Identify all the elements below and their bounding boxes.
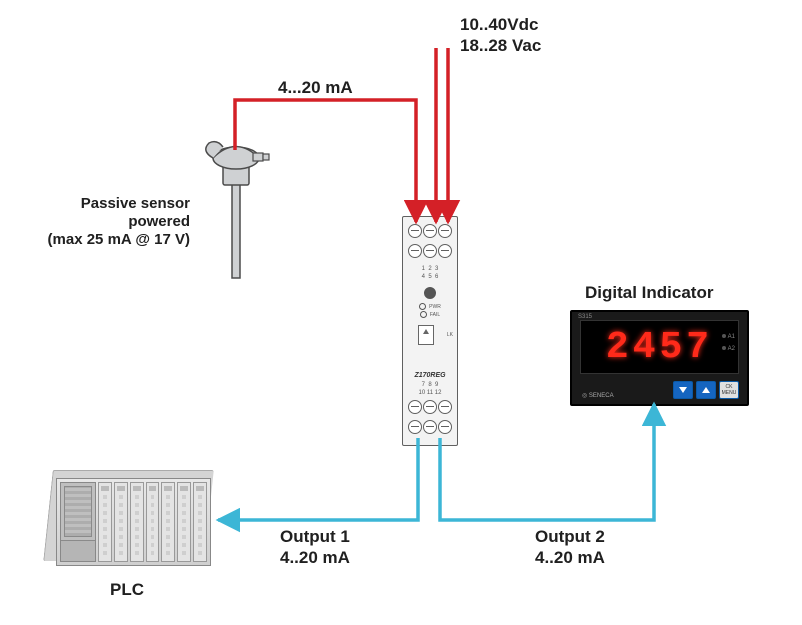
- terminal-screw: [423, 224, 437, 238]
- power-label-vac: 18..28 Vac: [460, 36, 541, 56]
- sensor-label-1: Passive sensor: [70, 195, 190, 212]
- sensor-label-3: (max 25 mA @ 17 V): [40, 231, 190, 248]
- sensor-icon: [195, 125, 295, 285]
- plc-io-slot: [130, 482, 144, 562]
- module-logo-icon: [424, 287, 436, 299]
- plc-cpu-slot: [60, 482, 96, 562]
- terminal-screw: [408, 244, 422, 258]
- dip-switch-icon: [418, 325, 434, 345]
- plc-label: PLC: [110, 580, 144, 600]
- plc-io-slot: [193, 482, 207, 562]
- output2-label-1: Output 2: [535, 527, 605, 547]
- terminal-screw: [408, 400, 422, 414]
- input-signal-label: 4...20 mA: [278, 78, 353, 98]
- din-module: 1 2 3 4 5 6 PWR FAIL LK Z170REG 7 8 9 10…: [402, 216, 458, 446]
- terminal-screw: [423, 400, 437, 414]
- terminal-screw: [423, 420, 437, 434]
- plc-icon: [48, 470, 213, 570]
- indicator-display: 2457 A1 A2: [580, 320, 739, 374]
- indicator-title: Digital Indicator: [585, 283, 713, 303]
- led-pwr: PWR: [407, 303, 453, 310]
- terminal-block-top: [407, 221, 453, 265]
- sensor-label-2: powered: [70, 213, 190, 230]
- terminal-nums-bottom: 7 8 9 10 11 12: [407, 381, 453, 397]
- indicator-brand: ◎ SENECA: [582, 392, 614, 399]
- terminal-screw: [408, 224, 422, 238]
- plc-io-slot: [114, 482, 128, 562]
- indicator-reading: 2457: [606, 326, 713, 369]
- terminal-screw: [408, 420, 422, 434]
- output1-label-1: Output 1: [280, 527, 350, 547]
- plc-io-slot: [177, 482, 191, 562]
- terminal-nums-top: 1 2 3 4 5 6: [407, 265, 453, 281]
- module-model: Z170REG: [407, 372, 453, 379]
- plc-io-slot: [161, 482, 175, 562]
- indicator-btn-menu[interactable]: CKMENU: [719, 381, 739, 399]
- terminal-screw: [438, 420, 452, 434]
- dip-label: LK: [447, 332, 453, 338]
- terminal-block-bottom: [407, 397, 453, 441]
- plc-io-slot: [146, 482, 160, 562]
- terminal-screw: [423, 244, 437, 258]
- output1-label-2: 4..20 mA: [280, 548, 350, 568]
- terminal-screw: [438, 400, 452, 414]
- terminal-screw: [438, 244, 452, 258]
- power-label-vdc: 10..40Vdc: [460, 15, 538, 35]
- indicator-buttons: CKMENU: [673, 381, 739, 399]
- terminal-screw: [438, 224, 452, 238]
- indicator-btn-down[interactable]: [673, 381, 693, 399]
- wire-output-2: [440, 404, 654, 520]
- output2-label-2: 4..20 mA: [535, 548, 605, 568]
- digital-indicator: S315 2457 A1 A2 ◎ SENECA CKMENU: [570, 310, 749, 406]
- plc-io-slot: [98, 482, 112, 562]
- module-face: PWR FAIL LK Z170REG: [407, 283, 453, 379]
- indicator-side-leds: A1 A2: [722, 331, 735, 355]
- wire-output-1: [218, 438, 418, 520]
- led-fail: FAIL: [407, 311, 453, 318]
- indicator-btn-up[interactable]: [696, 381, 716, 399]
